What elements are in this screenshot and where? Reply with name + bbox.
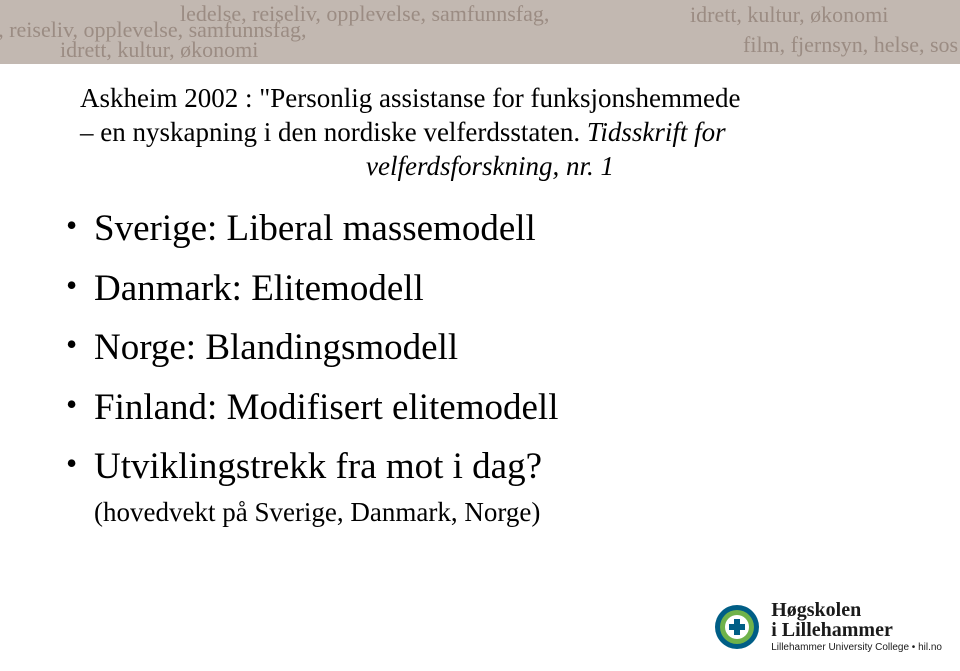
reference-line3-ital: velferdsforskning, bbox=[366, 151, 566, 181]
reference-line3-plain: nr. 1 bbox=[566, 151, 614, 181]
list-item: Sverige: Liberal massemodell bbox=[60, 201, 900, 257]
ghost-text-5: film, fjernsyn, helse, sos bbox=[743, 33, 958, 56]
logo-line1: Høgskolen bbox=[771, 600, 942, 620]
logo-mark-icon bbox=[713, 603, 761, 651]
subnote: (hovedvekt på Sverige, Danmark, Norge) bbox=[94, 497, 900, 528]
list-item: Norge: Blandingsmodell bbox=[60, 320, 900, 376]
bullet-text: Norge: Blandingsmodell bbox=[94, 327, 458, 368]
reference-line1: Askheim 2002 : "Personlig assistanse for… bbox=[80, 83, 740, 113]
slide-content: Askheim 2002 : "Personlig assistanse for… bbox=[60, 82, 900, 528]
list-item: Finland: Modifisert elitemodell bbox=[60, 380, 900, 436]
bullet-text: Sverige: Liberal massemodell bbox=[94, 208, 536, 249]
bullet-text: Utviklingstrekk fra mot i dag? bbox=[94, 446, 542, 487]
reference-block: Askheim 2002 : "Personlig assistanse for… bbox=[80, 82, 900, 183]
logo-line3: Lillehammer University College • hil.no bbox=[771, 643, 942, 653]
bullet-list: Sverige: Liberal massemodell Danmark: El… bbox=[60, 201, 900, 495]
list-item: Utviklingstrekk fra mot i dag? bbox=[60, 439, 900, 495]
institution-logo: Høgskolen i Lillehammer Lillehammer Univ… bbox=[713, 600, 942, 653]
ghost-text-3: idrett, kultur, økonomi bbox=[60, 38, 258, 61]
reference-line2-plain: – en nyskapning i den nordiske velferdss… bbox=[80, 117, 587, 147]
list-item: Danmark: Elitemodell bbox=[60, 261, 900, 317]
bullet-text: Finland: Modifisert elitemodell bbox=[94, 387, 559, 428]
reference-line2-ital: Tidsskrift for bbox=[587, 117, 726, 147]
logo-text: Høgskolen i Lillehammer Lillehammer Univ… bbox=[771, 600, 942, 653]
ghost-text-4: idrett, kultur, økonomi bbox=[690, 3, 888, 26]
bullet-text: Danmark: Elitemodell bbox=[94, 268, 424, 309]
logo-line2: i Lillehammer bbox=[771, 620, 942, 640]
